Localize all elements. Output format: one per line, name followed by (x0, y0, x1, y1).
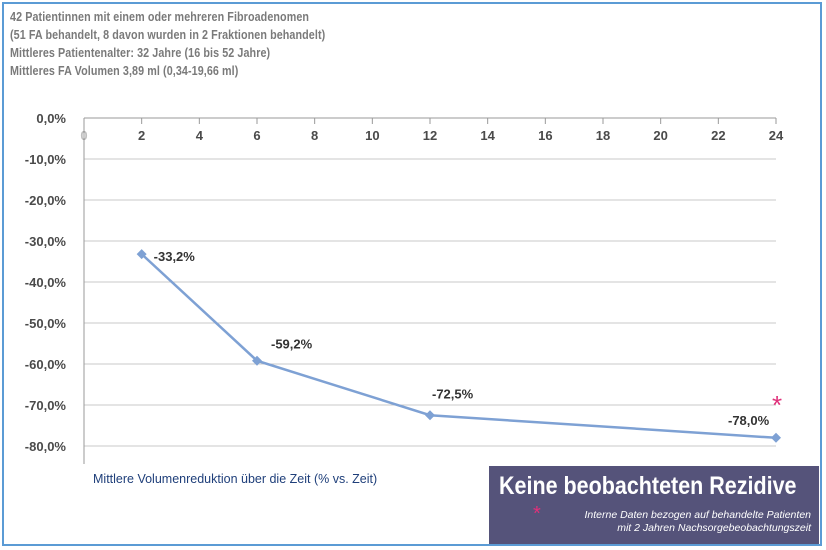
header-line-patients: 42 Patientinnen mit einem oder mehreren … (10, 10, 310, 24)
y-tick-label: -30,0% (25, 234, 67, 249)
y-tick-label: 0,0% (36, 111, 66, 126)
x-tick-label: 6 (253, 128, 260, 143)
marker-star-icon: * (772, 390, 783, 420)
y-tick-label: -20,0% (25, 193, 67, 208)
x-tick-label: 2 (138, 128, 145, 143)
x-tick-label: 8 (311, 128, 318, 143)
y-tick-label: -60,0% (25, 357, 67, 372)
notice-box: Keine beobachteten Rezidive * Interne Da… (489, 466, 819, 544)
data-label: -78,0% (728, 413, 770, 428)
data-point (136, 249, 147, 260)
notice-line-2: mit 2 Jahren Nachsorgebeobachtungszeit (617, 522, 811, 534)
notice-title: Keine beobachteten Rezidive (499, 472, 797, 500)
y-tick-label: -50,0% (25, 316, 67, 331)
data-label: -72,5% (432, 386, 474, 401)
y-tick-label: -70,0% (25, 398, 67, 413)
chart-caption: Mittlere Volumenreduktion über die Zeit … (93, 472, 378, 486)
x-tick-label: 18 (596, 128, 610, 143)
notice-footnote: Interne Daten bezogen auf behandelte Pat… (584, 509, 811, 535)
header-line-age: Mittleres Patientenalter: 32 Jahre (16 b… (10, 46, 271, 60)
series-line (140, 253, 777, 440)
header-line-volume: Mittleres FA Volumen 3,89 ml (0,34-19,66… (10, 64, 239, 78)
notice-star-icon: * (533, 503, 541, 525)
x-tick-label: 0 (80, 128, 87, 143)
data-point (771, 432, 781, 443)
y-tick-label: -10,0% (25, 152, 67, 167)
notice-line-1: Interne Daten bezogen auf behandelte Pat… (584, 509, 811, 521)
x-tick-label: 24 (769, 128, 784, 143)
data-label: -33,2% (154, 249, 196, 264)
x-tick-label: 4 (196, 128, 204, 143)
data-point (425, 410, 435, 421)
data-label: -59,2% (271, 337, 313, 352)
header-line-treated: (51 FA behandelt, 8 davon wurden in 2 Fr… (10, 28, 326, 42)
x-tick-label: 14 (480, 128, 495, 143)
x-tick-label: 20 (653, 128, 667, 143)
data-point (252, 355, 262, 366)
x-tick-label: 10 (365, 128, 379, 143)
x-tick-label: 12 (423, 128, 437, 143)
x-tick-label: 22 (711, 128, 725, 143)
x-tick-label: 16 (538, 128, 552, 143)
y-tick-label: -40,0% (25, 275, 67, 290)
y-tick-label: -80,0% (25, 439, 67, 454)
